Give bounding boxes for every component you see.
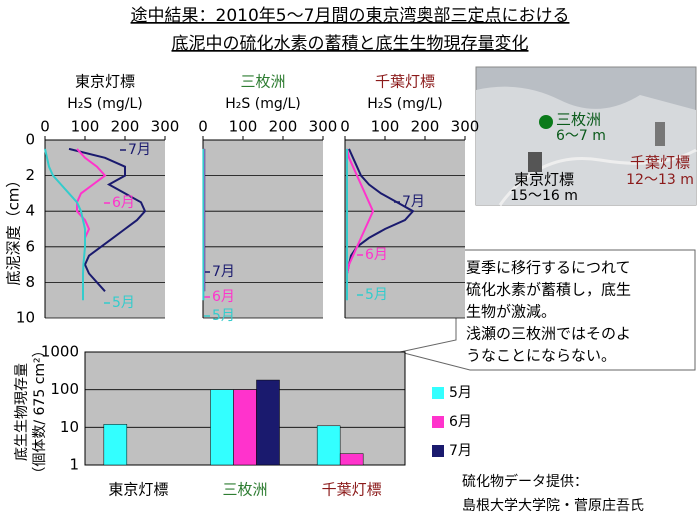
x-tick-label: 三枚洲	[222, 481, 267, 499]
x-tick-label: 100	[371, 118, 400, 136]
x-tick-label: 0	[198, 118, 208, 136]
chart-title: 三枚洲	[240, 73, 285, 91]
x-tick-label: 100	[229, 118, 258, 136]
y-tick-label: 1	[69, 456, 79, 474]
legend-swatch	[432, 445, 444, 457]
line-series	[44, 148, 86, 301]
bar	[316, 425, 341, 466]
legend-label: 6月	[449, 414, 472, 430]
map-icon	[655, 122, 665, 146]
slide-title: 途中結果：2010年5～7月間の東京湾奥部三定点における	[131, 6, 570, 26]
callout-box	[399, 249, 696, 371]
y-tick-label: 0	[25, 131, 35, 149]
callout-text: 浅瀬の三枚洲ではそのよ	[466, 325, 631, 343]
map-road	[498, 148, 697, 206]
map-label: 東京灯標	[514, 171, 574, 189]
y-tick-label: 8	[25, 273, 35, 291]
legend-label: 7月	[449, 443, 472, 459]
line-series	[76, 148, 107, 247]
y-axis-label: （個体数/ 675 cm²）	[32, 343, 48, 480]
line-series	[346, 148, 375, 292]
slide-title: 底泥中の硫化水素の蓄積と底生生物現存量変化	[172, 34, 529, 54]
x-tick-label: 0	[40, 118, 50, 136]
callout-text: 硫化水素が蓄積し，底生	[466, 281, 631, 299]
y-tick-label: 2	[25, 166, 35, 184]
series-label: 6月	[112, 195, 135, 211]
y-tick-label: 4	[25, 202, 35, 220]
y-tick-label: 10	[16, 309, 35, 327]
series-label: 7月	[212, 264, 235, 280]
x-tick-label: 100	[71, 118, 100, 136]
chart-title: 千葉灯標	[375, 73, 435, 91]
series-label: 6月	[212, 289, 235, 305]
map-icon	[528, 152, 542, 172]
x-tick-label: 200	[111, 118, 140, 136]
series-label: 5月	[112, 295, 135, 311]
x-tick-label: 300	[309, 118, 338, 136]
series-label: 7月	[128, 142, 151, 158]
y-tick-label: 6	[25, 237, 35, 255]
y-tick-label: 100	[50, 380, 79, 398]
x-tick-label: 300	[151, 118, 180, 136]
series-label: 6月	[365, 247, 388, 263]
series-label: 5月	[212, 308, 235, 324]
bar	[210, 389, 234, 466]
legend-swatch	[432, 387, 444, 399]
map-label: 15～16 m	[510, 188, 578, 204]
bar	[103, 424, 128, 466]
callout-text: 夏季に移行するにつれて	[466, 259, 631, 277]
credit: 硫化物データ提供：	[462, 473, 588, 490]
credit: 島根大学大学院・菅原庄吾氏	[462, 497, 644, 514]
x-axis-label: H₂S (mg/L)	[67, 96, 142, 112]
map-label: 千葉灯標	[630, 154, 690, 172]
bar	[233, 389, 257, 466]
x-tick-label: 200	[411, 118, 440, 136]
series-label: 5月	[365, 287, 388, 303]
map-label: 三枚洲	[556, 111, 601, 129]
map-label: 6～7 m	[556, 128, 606, 144]
callout-text: うなことにならない。	[466, 347, 616, 365]
x-tick-label: 東京灯標	[108, 481, 168, 499]
chart-title: 東京灯標	[75, 73, 135, 91]
plot-bg	[345, 140, 465, 318]
map: 三枚洲 6～7 m 千葉灯標 12～13 m 東京灯標 15～16 m	[475, 66, 697, 206]
series-label: 7月	[402, 194, 425, 210]
map-point	[539, 115, 553, 129]
line-series	[68, 147, 147, 292]
x-axis-label: H₂S (mg/L)	[225, 96, 300, 112]
plot-bg	[45, 140, 165, 318]
y-axis-label: 底泥深度（cm）	[5, 173, 23, 286]
bar	[339, 453, 364, 466]
x-axis-label: H₂S (mg/L)	[367, 96, 442, 112]
legend-label: 5月	[449, 385, 472, 401]
x-tick-label: 千葉灯標	[322, 481, 382, 499]
x-tick-label: 0	[340, 118, 350, 136]
y-tick-label: 10	[60, 418, 79, 436]
bar	[256, 379, 280, 466]
y-axis-label: 底生生物現存量	[14, 363, 30, 461]
legend-swatch	[432, 416, 444, 428]
x-tick-label: 300	[451, 118, 480, 136]
y-tick-label: 1000	[41, 343, 79, 361]
map-label: 12～13 m	[626, 172, 694, 188]
callout-text: 生物が激減。	[466, 303, 556, 321]
x-tick-label: 200	[269, 118, 298, 136]
plot-bg	[203, 140, 323, 318]
